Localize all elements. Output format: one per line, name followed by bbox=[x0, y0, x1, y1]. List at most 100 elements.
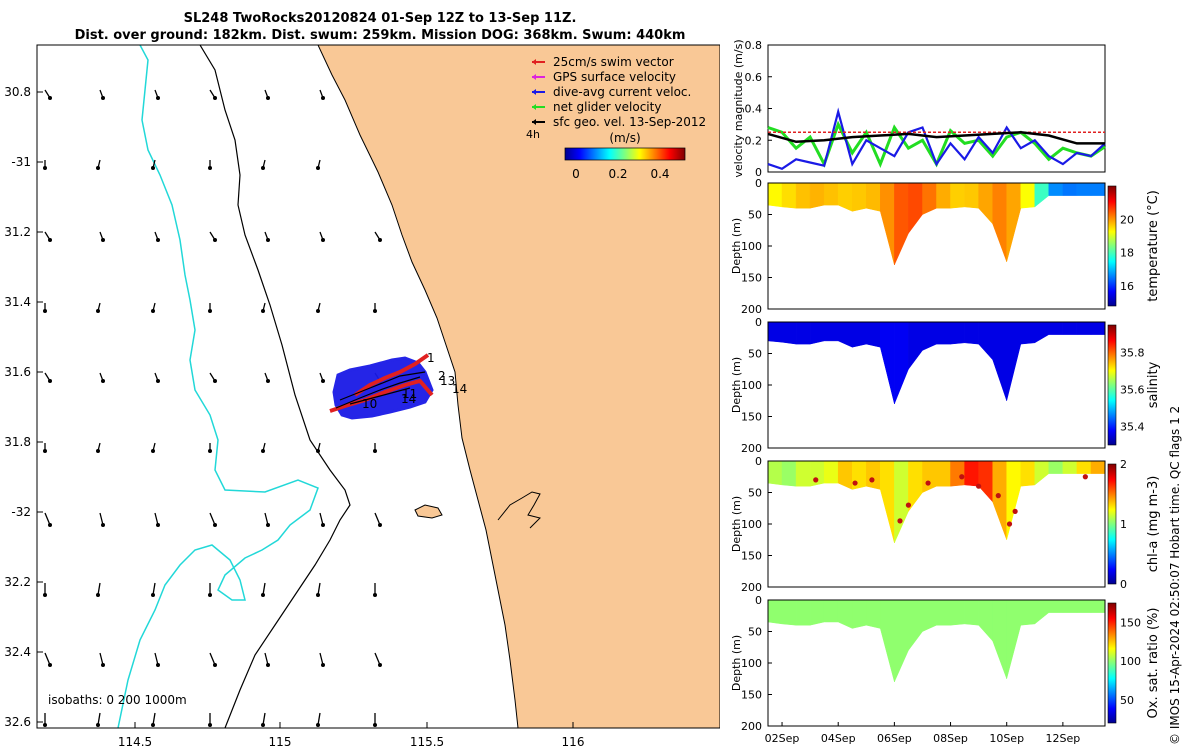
quiver-head bbox=[151, 309, 155, 313]
oxygen-depth-tick-label: 150 bbox=[741, 689, 762, 702]
quiver-head bbox=[321, 238, 325, 242]
quiver-head bbox=[208, 723, 212, 727]
legend-entry: GPS surface velocity bbox=[553, 70, 676, 84]
quiver-arrow bbox=[97, 582, 101, 596]
quiver-head bbox=[316, 449, 320, 453]
temperature-colorbar bbox=[1107, 185, 1117, 307]
quiver-head bbox=[43, 593, 47, 597]
chla-section-cell bbox=[964, 460, 979, 487]
quiver-head bbox=[373, 723, 377, 727]
quiver-head bbox=[261, 593, 265, 597]
chla-section-cell bbox=[950, 460, 965, 487]
quiver-arrow bbox=[152, 712, 156, 726]
quiver-head bbox=[101, 96, 105, 100]
track-day-label: 2 bbox=[438, 369, 446, 383]
chla-section-cell bbox=[767, 460, 783, 486]
legend-arrowhead bbox=[532, 74, 536, 80]
quiver-head bbox=[208, 593, 212, 597]
chla-high-point bbox=[1082, 474, 1088, 480]
title-line-1: SL248 TwoRocks20120824 01-Sep 12Z to 13-… bbox=[183, 11, 577, 26]
oxygen-section-cell bbox=[1020, 599, 1036, 626]
velocity-y-tick-label: 0.4 bbox=[745, 103, 763, 116]
quiver-arrow bbox=[99, 652, 104, 666]
coast-detail bbox=[497, 491, 541, 529]
salinity-depth-tick-label: 200 bbox=[741, 442, 762, 455]
time-tick-label: 08Sep bbox=[933, 732, 968, 745]
chla-high-point bbox=[959, 474, 965, 480]
red-track-upper bbox=[353, 353, 430, 397]
island bbox=[414, 504, 443, 519]
temperature-section-cell bbox=[852, 182, 867, 212]
oxygen-section-cell bbox=[1090, 599, 1106, 613]
oxygen-section-cell bbox=[1048, 599, 1064, 613]
quiver-head bbox=[321, 379, 325, 383]
map-x-tick-label: 116 bbox=[562, 735, 585, 749]
oxygen-y-label: Depth (m) bbox=[730, 635, 743, 691]
quiver-arrow bbox=[317, 712, 321, 726]
quiver-head bbox=[266, 663, 270, 667]
quiver-arrow bbox=[209, 652, 216, 666]
quiver-arrow bbox=[154, 652, 159, 666]
chla-high-point bbox=[852, 480, 858, 486]
map-y-tick-label: -31 bbox=[11, 155, 31, 169]
quiver-head bbox=[261, 449, 265, 453]
oxygen-section-cell bbox=[964, 599, 979, 626]
quiver-arrow bbox=[319, 652, 324, 666]
salinity-colorbar-tick: 35.4 bbox=[1120, 421, 1145, 434]
quiver-head bbox=[101, 238, 105, 242]
chla-high-point bbox=[897, 518, 903, 524]
temperature-section-cell bbox=[767, 182, 783, 208]
chla-section-cell bbox=[1076, 460, 1092, 474]
quiver-head bbox=[373, 593, 377, 597]
quiver-head bbox=[378, 663, 382, 667]
quiver-head bbox=[48, 523, 52, 527]
map-y-tick-label: 31.6 bbox=[4, 365, 31, 379]
quiver-head bbox=[101, 379, 105, 383]
time-tick-label: 02Sep bbox=[765, 732, 800, 745]
temperature-section-cell bbox=[781, 182, 797, 209]
quiver-head bbox=[43, 449, 47, 453]
temperature-section-cell bbox=[1020, 182, 1036, 209]
isobaths-label: isobaths: 0 200 1000m bbox=[48, 693, 187, 707]
velocity-y-tick-label: 0.2 bbox=[745, 134, 763, 147]
map-y-tick-label: 32.4 bbox=[4, 645, 31, 659]
time-tick-label: 04Sep bbox=[821, 732, 856, 745]
quiver-head bbox=[261, 309, 265, 313]
speed-colorbar-label: (m/s) bbox=[609, 131, 640, 145]
black-track bbox=[335, 371, 426, 409]
quiver-head bbox=[151, 723, 155, 727]
quiver-head bbox=[48, 238, 52, 242]
salinity-section-cell bbox=[950, 321, 965, 345]
quiver-head bbox=[373, 309, 377, 313]
quiver-head bbox=[213, 96, 217, 100]
quiver-head bbox=[321, 523, 325, 527]
quiver-head bbox=[378, 523, 382, 527]
chla-section-cell bbox=[936, 460, 951, 487]
chla-section-cell bbox=[1048, 460, 1064, 474]
salinity-section-cell bbox=[852, 321, 867, 348]
quiver-head bbox=[266, 379, 270, 383]
quiver-head bbox=[266, 238, 270, 242]
map-x-tick-label: 114.5 bbox=[118, 735, 152, 749]
chla-high-point bbox=[995, 493, 1001, 499]
oxygen-depth-tick-label: 50 bbox=[748, 626, 762, 639]
oxygen-colorbar-tick: 150 bbox=[1120, 616, 1141, 629]
oxygen-section-cell bbox=[936, 599, 951, 626]
legend-arrowhead bbox=[532, 104, 536, 110]
quiver-arrow bbox=[97, 712, 101, 726]
isobath-1000m bbox=[117, 45, 319, 728]
temperature-section-cell bbox=[795, 182, 811, 209]
speed-colorbar: (m/s) 4h 0 0.2 0.4 bbox=[526, 128, 686, 181]
quiver-arrow bbox=[264, 512, 269, 526]
chla-high-point bbox=[925, 480, 931, 486]
temperature-y-label: Depth (m) bbox=[730, 218, 743, 274]
quiver-arrow bbox=[319, 512, 324, 526]
quiver-head bbox=[213, 663, 217, 667]
chla-section-cell bbox=[809, 460, 825, 487]
quiver-arrow bbox=[374, 512, 381, 526]
map-y-tick-label: 31.8 bbox=[4, 435, 31, 449]
temperature-section-cell bbox=[823, 182, 839, 206]
quiver-head bbox=[43, 723, 47, 727]
